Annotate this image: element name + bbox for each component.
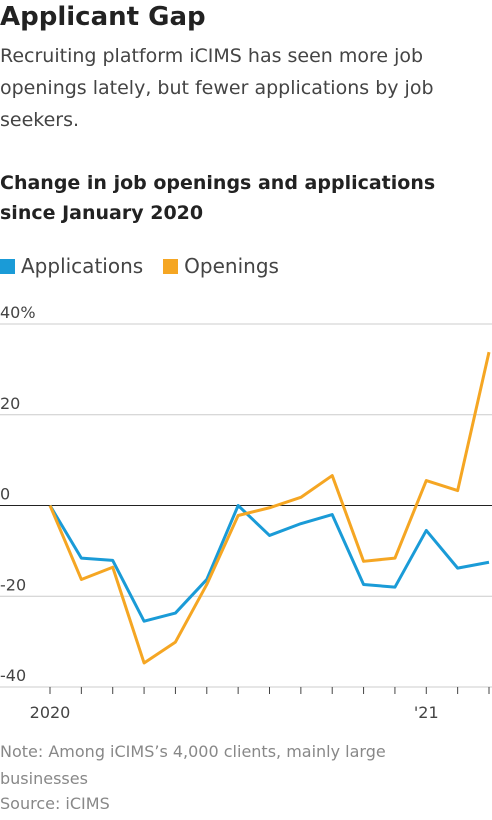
legend-item: Openings: [163, 254, 279, 278]
x-tick-label: '21: [414, 703, 439, 722]
subtitle: Recruiting platform iCIMS has seen more …: [0, 45, 434, 131]
legend: Applications Openings: [0, 254, 492, 278]
y-tick-label: 40%: [0, 303, 36, 322]
legend-item: Applications: [0, 254, 143, 278]
y-tick-label: -20: [0, 575, 26, 594]
note: Note: Among iCIMS’s 4,000 clients, mainl…: [0, 742, 386, 788]
legend-swatch: [163, 258, 179, 274]
x-tick-label: 2020: [30, 703, 71, 722]
line: [48, 351, 491, 665]
source: Source: iCIMS: [0, 794, 110, 813]
legend-label: Applications: [21, 254, 144, 278]
legend-swatch: [0, 258, 15, 274]
legend-label: Openings: [184, 254, 279, 278]
y-tick-label: 0: [0, 485, 10, 504]
y-tick-label: 20: [0, 394, 20, 413]
title: Applicant Gap: [0, 2, 206, 32]
line: [48, 504, 490, 623]
y-tick-label: -40: [0, 666, 26, 685]
chart-title: Change in job openings and applications …: [0, 172, 436, 224]
